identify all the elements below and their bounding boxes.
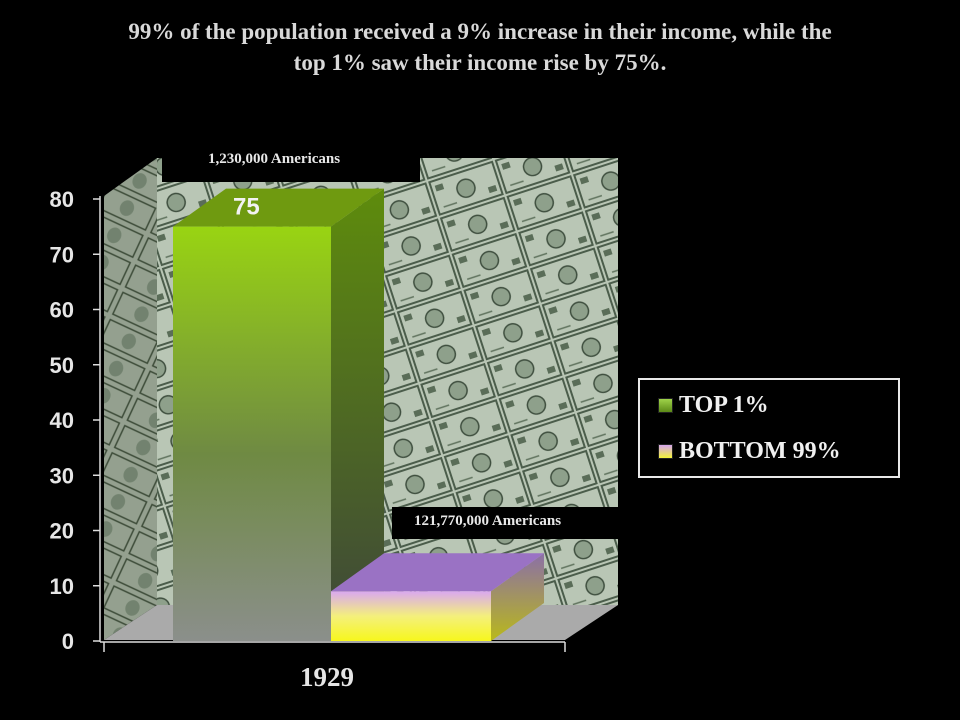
legend: TOP 1% BOTTOM 99% [638,378,900,478]
bar-bottom-99 [331,553,544,641]
chart-title: 99% of the population received a 9% incr… [20,16,940,78]
bar-top-1-side [331,188,384,641]
bar-top-1-top [173,188,384,227]
y-tick-label: 60 [50,298,74,323]
y-tick-label: 50 [50,353,74,378]
legend-label: TOP 1% [679,392,769,418]
annotation-bottom-99-population: 121,770,000 Americans [392,507,656,539]
legend-label: BOTTOM 99% [679,438,841,464]
annotation-top-1-population: 1,230,000 Americans [162,146,420,182]
y-tick-label: 20 [50,519,74,544]
bar-top-1 [173,188,384,641]
y-axis-ticks: 0 10 20 30 40 50 60 70 80 [50,187,100,654]
annotation-text: 1,230,000 Americans [208,151,341,167]
legend-swatch-green [658,398,673,413]
y-tick-label: 40 [50,408,74,433]
annotation-text: 121,770,000 Americans [414,513,562,529]
y-tick-label: 10 [50,574,74,599]
y-tick-label: 70 [50,242,74,267]
title-line-2: top 1% saw their income rise by 75%. [293,50,667,75]
data-label-top-1: 75 [233,194,260,221]
bar-bottom-99-top [331,553,544,592]
title-line-1: 99% of the population received a 9% incr… [128,19,832,44]
bar-top-1-front [173,226,331,641]
x-category-label: 1929 [300,662,354,692]
bar-bottom-99-front [331,591,491,641]
y-tick-label: 30 [50,463,74,488]
legend-item-top-1: TOP 1% [658,392,769,419]
bars: 75 [173,188,544,641]
legend-swatch-yellow [658,444,673,459]
bar-bottom-99-side [491,553,544,641]
side-wall [104,158,157,640]
y-tick-label: 0 [62,629,74,654]
y-tick-label: 80 [50,187,74,212]
legend-item-bottom-99: BOTTOM 99% [658,438,841,465]
